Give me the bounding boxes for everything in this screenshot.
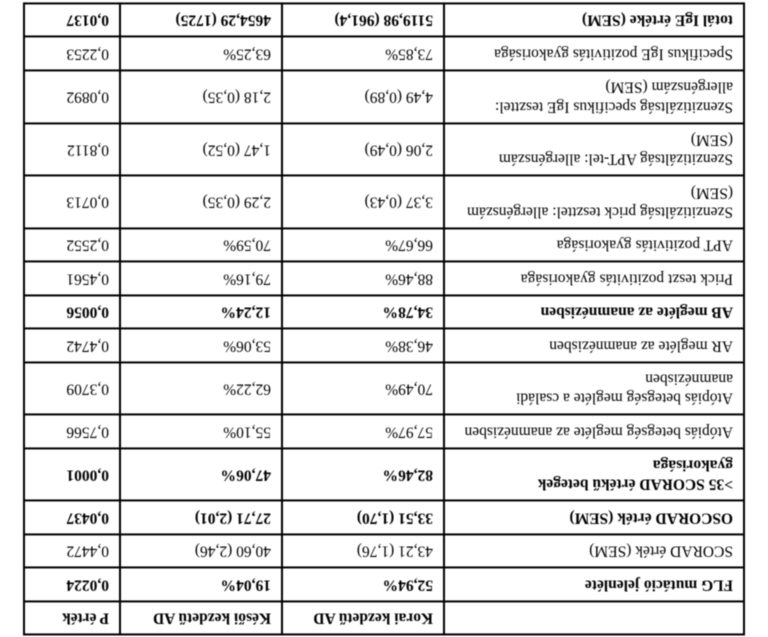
table-row: Szenzitizáltság specifikus IgE teszttel:… bbox=[24, 70, 744, 123]
value-late: 62,22% bbox=[120, 362, 282, 415]
value-early: 43,21 (1,76) bbox=[282, 534, 444, 567]
row-label: Szenzitizáltság specifikus IgE teszttel:… bbox=[444, 70, 744, 123]
p-value: 0,8112 bbox=[24, 123, 120, 176]
rotated-table-wrapper: Korai kezdetű ADKésői kezdetű ADP értékF… bbox=[23, 2, 745, 635]
row-label: AB megléte az anamnézisben bbox=[444, 295, 744, 328]
p-value: 0,4561 bbox=[24, 261, 120, 294]
value-late: 12,24% bbox=[120, 295, 282, 328]
p-value: 0,0713 bbox=[24, 175, 120, 228]
p-value: 0,0001 bbox=[24, 448, 120, 501]
comparison-table: Korai kezdetű ADKésői kezdetű ADP értékF… bbox=[23, 2, 745, 635]
value-early: 88,46% bbox=[282, 261, 444, 294]
row-label: OSCORAD érték (SEM) bbox=[444, 500, 744, 533]
value-early: 57,97% bbox=[282, 414, 444, 447]
value-late: 40,60 (2,46) bbox=[120, 534, 282, 567]
page: Korai kezdetű ADKésői kezdetű ADP értékF… bbox=[0, 0, 768, 637]
value-late: 4654,29 (1725) bbox=[120, 3, 282, 36]
header-cell: Korai kezdetű AD bbox=[282, 601, 444, 634]
table-row: >35 SCORAD értékű betegek gyakorisága82,… bbox=[24, 448, 744, 501]
header-cell: Késői kezdetű AD bbox=[120, 601, 282, 634]
row-label: Atópiás betegség megléte az anamnézisben bbox=[444, 414, 744, 447]
table-row: FLG mutáció jelenléte52,94%19,04%0,0224 bbox=[24, 567, 744, 600]
value-early: 46,38% bbox=[282, 328, 444, 361]
p-value: 0,2552 bbox=[24, 228, 120, 261]
value-late: 2,29 (0,35) bbox=[120, 175, 282, 228]
p-value: 0,0224 bbox=[24, 567, 120, 600]
value-late: 79,16% bbox=[120, 261, 282, 294]
value-late: 53,06% bbox=[120, 328, 282, 361]
row-label: Specifikus IgE pozitivitás gyakorisága bbox=[444, 36, 744, 69]
value-early: 2,06 (0,49) bbox=[282, 123, 444, 176]
row-label: >35 SCORAD értékű betegek gyakorisága bbox=[444, 448, 744, 501]
row-label: SCORAD érték (SEM) bbox=[444, 534, 744, 567]
p-value: 0,0137 bbox=[24, 3, 120, 36]
table-row: Atópiás betegség megléte az anamnézisben… bbox=[24, 414, 744, 447]
value-late: 19,04% bbox=[120, 567, 282, 600]
value-early: 3,37 (0,43) bbox=[282, 175, 444, 228]
p-value: 0,0437 bbox=[24, 500, 120, 533]
header-empty bbox=[444, 601, 744, 634]
p-value: 0,3709 bbox=[24, 362, 120, 415]
row-label: FLG mutáció jelenléte bbox=[444, 567, 744, 600]
value-early: 66,67% bbox=[282, 228, 444, 261]
p-value: 0,4472 bbox=[24, 534, 120, 567]
p-value: 0,7566 bbox=[24, 414, 120, 447]
value-late: 1,47 (0,52) bbox=[120, 123, 282, 176]
value-late: 27,71 (2,01) bbox=[120, 500, 282, 533]
value-early: 82,46% bbox=[282, 448, 444, 501]
value-early: 34,78% bbox=[282, 295, 444, 328]
row-label: totál IgE értéke (SEM) bbox=[444, 3, 744, 36]
value-late: 47,06% bbox=[120, 448, 282, 501]
table-row: Specifikus IgE pozitivitás gyakorisága73… bbox=[24, 36, 744, 69]
table-header-row: Korai kezdetű ADKésői kezdetű ADP érték bbox=[24, 601, 744, 634]
table-row: Prick teszt pozitivitás gyakorisága88,46… bbox=[24, 261, 744, 294]
p-value: 0,4742 bbox=[24, 328, 120, 361]
table-row: Szenzitizáltság prick teszttel: allergén… bbox=[24, 175, 744, 228]
value-late: 2,18 (0,35) bbox=[120, 70, 282, 123]
value-early: 52,94% bbox=[282, 567, 444, 600]
row-label: Szenzitizáltság APT-tel: allergénszám (S… bbox=[444, 123, 744, 176]
row-label: APT pozitivitás gyakorisága bbox=[444, 228, 744, 261]
table-row: Szenzitizáltság APT-tel: allergénszám (S… bbox=[24, 123, 744, 176]
p-value: 0,2253 bbox=[24, 36, 120, 69]
row-label: Atópiás betegség megléte a családi anamn… bbox=[444, 362, 744, 415]
table-row: SCORAD érték (SEM)43,21 (1,76)40,60 (2,4… bbox=[24, 534, 744, 567]
value-late: 70,59% bbox=[120, 228, 282, 261]
value-early: 5119,98 (961,4) bbox=[282, 3, 444, 36]
value-early: 70,49% bbox=[282, 362, 444, 415]
table-row: APT pozitivitás gyakorisága66,67%70,59%0… bbox=[24, 228, 744, 261]
row-label: AR megléte az anamnézisben bbox=[444, 328, 744, 361]
table-row: AB megléte az anamnézisben34,78%12,24%0,… bbox=[24, 295, 744, 328]
row-label: Prick teszt pozitivitás gyakorisága bbox=[444, 261, 744, 294]
table-row: AR megléte az anamnézisben46,38%53,06%0,… bbox=[24, 328, 744, 361]
p-value: 0,0056 bbox=[24, 295, 120, 328]
header-cell: P érték bbox=[24, 601, 120, 634]
table-row: Atópiás betegség megléte a családi anamn… bbox=[24, 362, 744, 415]
table-row: OSCORAD érték (SEM)33,51 (1,70)27,71 (2,… bbox=[24, 500, 744, 533]
value-early: 33,51 (1,70) bbox=[282, 500, 444, 533]
value-early: 73,85% bbox=[282, 36, 444, 69]
p-value: 0,0892 bbox=[24, 70, 120, 123]
value-late: 63,25% bbox=[120, 36, 282, 69]
row-label: Szenzitizáltság prick teszttel: allergén… bbox=[444, 175, 744, 228]
table-row: totál IgE értéke (SEM)5119,98 (961,4)465… bbox=[24, 3, 744, 36]
value-late: 55,10% bbox=[120, 414, 282, 447]
value-early: 4,49 (0,89) bbox=[282, 70, 444, 123]
